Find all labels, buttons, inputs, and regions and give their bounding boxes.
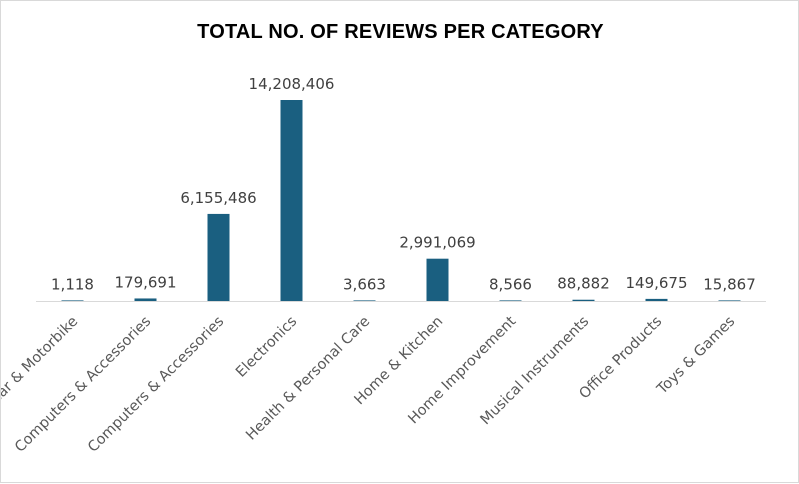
data-label-0: 1,118 [51,275,94,293]
data-label-1: 179,691 [114,273,176,291]
data-label-8: 149,675 [625,274,687,292]
category-label-9: Toys & Games [654,314,739,399]
bar-4 [353,300,376,301]
chart-title: TOTAL NO. OF REVIEWS PER CATEGORY [197,21,604,43]
bar-8 [645,298,668,301]
category-label-4: Health & Personal Care [243,313,373,443]
bar-5 [426,258,449,301]
bar-9 [718,300,741,301]
data-label-3: 14,208,406 [249,75,335,93]
data-label-7: 88,882 [557,275,610,293]
bar-7 [572,299,595,301]
data-label-5: 2,991,069 [399,234,475,252]
bar-2 [207,213,230,301]
bar-1 [134,298,157,301]
data-label-4: 3,663 [343,275,386,293]
category-label-2: Computers & Accessories [85,314,227,456]
category-label-1: Computers & Accessories [12,314,154,456]
data-label-2: 6,155,486 [180,189,256,207]
data-label-6: 8,566 [489,275,532,293]
bar-6 [499,300,522,301]
bar-0 [61,300,84,301]
bar-3 [280,100,303,301]
category-label-3: Electronics [233,314,300,381]
data-label-9: 15,867 [703,275,756,293]
